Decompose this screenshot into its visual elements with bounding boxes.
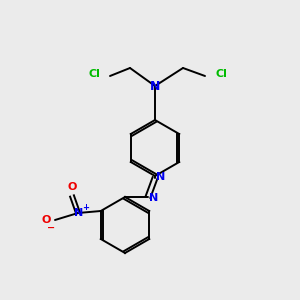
Text: O: O — [41, 215, 51, 225]
Text: N: N — [156, 172, 166, 182]
Text: O: O — [67, 182, 77, 192]
Text: N: N — [150, 80, 160, 92]
Text: +: + — [82, 203, 89, 212]
Text: N: N — [74, 208, 84, 218]
Text: Cl: Cl — [88, 69, 100, 79]
Text: −: − — [47, 223, 55, 233]
Text: N: N — [149, 193, 159, 203]
Text: Cl: Cl — [215, 69, 227, 79]
